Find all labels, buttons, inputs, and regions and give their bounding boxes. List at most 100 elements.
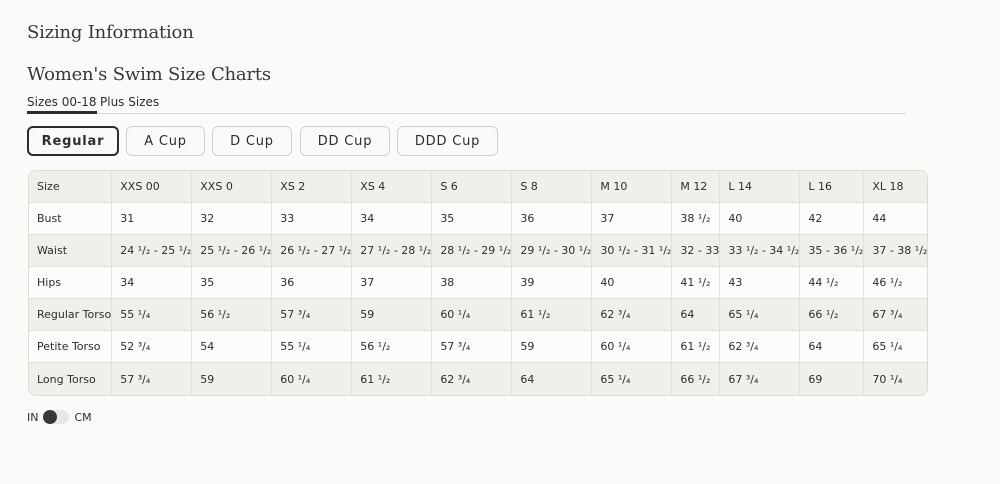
- table-cell: 66 ¹/₂: [800, 299, 865, 331]
- table-cell: 27 ¹/₂ - 28 ¹/₂: [352, 235, 433, 267]
- table-cell: 62 ³/₄: [432, 363, 513, 395]
- row-label: Bust: [29, 203, 113, 235]
- unit-toggle-group: IN CM: [27, 410, 92, 424]
- table-cell: 55 ¹/₄: [112, 299, 193, 331]
- table-cell: 29 ¹/₂ - 30 ¹/₂: [512, 235, 593, 267]
- table-cell: XS 2: [272, 171, 353, 203]
- table-cell: 55 ¹/₄: [272, 331, 353, 363]
- table-cell: 62 ³/₄: [720, 331, 801, 363]
- table-cell: 67 ³/₄: [720, 363, 801, 395]
- table-cell: 34: [112, 267, 193, 299]
- table-cell: 56 ¹/₂: [352, 331, 433, 363]
- toggle-knob: [43, 410, 58, 424]
- table-cell: S 6: [432, 171, 513, 203]
- table-cell: 57 ³/₄: [432, 331, 513, 363]
- table-cell: 57 ³/₄: [112, 363, 193, 395]
- unit-cm-label: CM: [74, 410, 92, 424]
- table-cell: 65 ¹/₄: [592, 363, 673, 395]
- page-title: Sizing Information: [27, 22, 194, 43]
- table-cell: 59: [192, 363, 273, 395]
- cup-ddd-button[interactable]: DDD Cup: [397, 126, 498, 156]
- table-cell: 40: [592, 267, 673, 299]
- table-cell: 34: [352, 203, 433, 235]
- table-cell: 35: [192, 267, 273, 299]
- table-cell: 64: [512, 363, 593, 395]
- table-cell: 64: [672, 299, 721, 331]
- row-label: Long Torso: [29, 363, 113, 395]
- tab-sizes-00-18[interactable]: Sizes 00-18: [27, 95, 97, 114]
- table-cell: 56 ¹/₂: [192, 299, 273, 331]
- tab-plus-sizes[interactable]: Plus Sizes: [100, 95, 160, 109]
- table-cell: 57 ³/₄: [272, 299, 353, 331]
- table-cell: XL 18: [864, 171, 928, 203]
- table-cell: 66 ¹/₂: [672, 363, 721, 395]
- table-cell: 59: [352, 299, 433, 331]
- size-range-tabs: Sizes 00-18 Plus Sizes: [27, 94, 906, 114]
- chart-title: Women's Swim Size Charts: [27, 64, 271, 85]
- table-cell: 61 ¹/₂: [352, 363, 433, 395]
- table-cell: XXS 00: [112, 171, 193, 203]
- row-label: Regular Torso: [29, 299, 113, 331]
- table-cell: 44: [864, 203, 928, 235]
- table-cell: 24 ¹/₂ - 25 ¹/₂: [112, 235, 193, 267]
- table-cell: 61 ¹/₂: [672, 331, 721, 363]
- table-cell: 67 ³/₄: [864, 299, 928, 331]
- unit-toggle[interactable]: [43, 410, 70, 424]
- table-row: Hips 34 35 36 37 38 39 40 41 ¹/₂ 43 44 ¹/₂ 46 ¹/₂: [29, 267, 928, 299]
- row-label: Waist: [29, 235, 113, 267]
- table-cell: 65 ¹/₄: [720, 299, 801, 331]
- table-row: Waist 24 ¹/₂ - 25 ¹/₂ 25 ¹/₂ - 26 ¹/₂ 26 ¹/…: [29, 235, 928, 267]
- table-row: Long Torso 57 ³/₄ 59 60 ¹/₄ 61 ¹/₂ 62 ³/₄ 64 65…: [29, 363, 928, 395]
- table-cell: 41 ¹/₂: [672, 267, 721, 299]
- table-cell: 43: [720, 267, 801, 299]
- table-cell: 36: [512, 203, 593, 235]
- table-cell: L 14: [720, 171, 801, 203]
- table-cell: XS 4: [352, 171, 433, 203]
- table-cell: L 16: [800, 171, 865, 203]
- table-cell: 33: [272, 203, 353, 235]
- table-cell: 60 ¹/₄: [592, 331, 673, 363]
- cup-dd-button[interactable]: DD Cup: [300, 126, 390, 156]
- table-cell: 42: [800, 203, 865, 235]
- table-cell: 54: [192, 331, 273, 363]
- table-cell: 35: [432, 203, 513, 235]
- table-cell: 33 ¹/₂ - 34 ¹/₂: [720, 235, 801, 267]
- table-cell: XXS 0: [192, 171, 273, 203]
- table-cell: 37 - 38 ¹/₂: [864, 235, 928, 267]
- table-cell: 61 ¹/₂: [512, 299, 593, 331]
- table-cell: 59: [512, 331, 593, 363]
- table-row: Regular Torso 55 ¹/₄ 56 ¹/₂ 57 ³/₄ 59 60 ¹/₄ 6…: [29, 299, 928, 331]
- table-cell: S 8: [512, 171, 593, 203]
- table-cell: 52 ³/₄: [112, 331, 193, 363]
- table-row: Petite Torso 52 ³/₄ 54 55 ¹/₄ 56 ¹/₂ 57 ³/₄ 59…: [29, 331, 928, 363]
- table-cell: 31: [112, 203, 193, 235]
- table-cell: 44 ¹/₂: [800, 267, 865, 299]
- table-cell: 62 ³/₄: [592, 299, 673, 331]
- table-cell: 25 ¹/₂ - 26 ¹/₂: [192, 235, 273, 267]
- table-cell: 35 - 36 ¹/₂: [800, 235, 865, 267]
- cup-regular-button[interactable]: Regular: [27, 126, 119, 156]
- row-label: Hips: [29, 267, 113, 299]
- row-label: Size: [29, 171, 113, 203]
- unit-in-label: IN: [27, 410, 39, 424]
- row-label: Petite Torso: [29, 331, 113, 363]
- table-row: Bust 31 32 33 34 35 36 37 38 ¹/₂ 40 42 44: [29, 203, 928, 235]
- table-cell: 32 - 33: [672, 235, 721, 267]
- table-cell: M 10: [592, 171, 673, 203]
- table-cell: 69: [800, 363, 865, 395]
- table-cell: 30 ¹/₂ - 31 ¹/₂: [592, 235, 673, 267]
- table-cell: 26 ¹/₂ - 27 ¹/₂: [272, 235, 353, 267]
- table-cell: 65 ¹/₄: [864, 331, 928, 363]
- cup-a-button[interactable]: A Cup: [126, 126, 205, 156]
- table-cell: 32: [192, 203, 273, 235]
- cup-d-button[interactable]: D Cup: [212, 126, 292, 156]
- table-cell: 40: [720, 203, 801, 235]
- table-cell: 36: [272, 267, 353, 299]
- table-cell: 70 ¹/₄: [864, 363, 928, 395]
- table-cell: 37: [592, 203, 673, 235]
- table-cell: 39: [512, 267, 593, 299]
- table-cell: 60 ¹/₄: [432, 299, 513, 331]
- table-cell: M 12: [672, 171, 721, 203]
